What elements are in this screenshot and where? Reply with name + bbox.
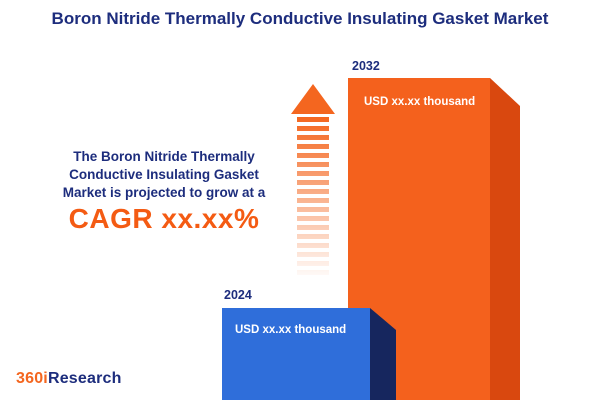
page-title: Boron Nitride Thermally Conductive Insul… [51,9,549,28]
bar-2024-side [370,308,396,400]
bar-value-label-2032: USD xx.xx thousand [364,96,476,108]
brand-logo: 360iResearch [16,370,122,388]
bar-2024-front [222,308,370,400]
bar-year-label-2024: 2024 [224,288,252,302]
brand-logo-prefix: 360i [16,370,48,387]
cagr-value: CAGR xx.xx% [68,203,260,234]
growth-arrow-dashes-icon [297,117,329,275]
bar-2024 [222,308,396,400]
brand-logo-suffix: Research [47,370,122,387]
market-description: The Boron Nitride Thermally Conductive I… [62,149,266,200]
growth-arrow-icon [291,84,335,114]
bar-year-label-2032: 2032 [352,59,380,73]
bar-value-label-2024: USD xx.xx thousand [235,324,347,336]
bar-2032-side [490,78,520,400]
